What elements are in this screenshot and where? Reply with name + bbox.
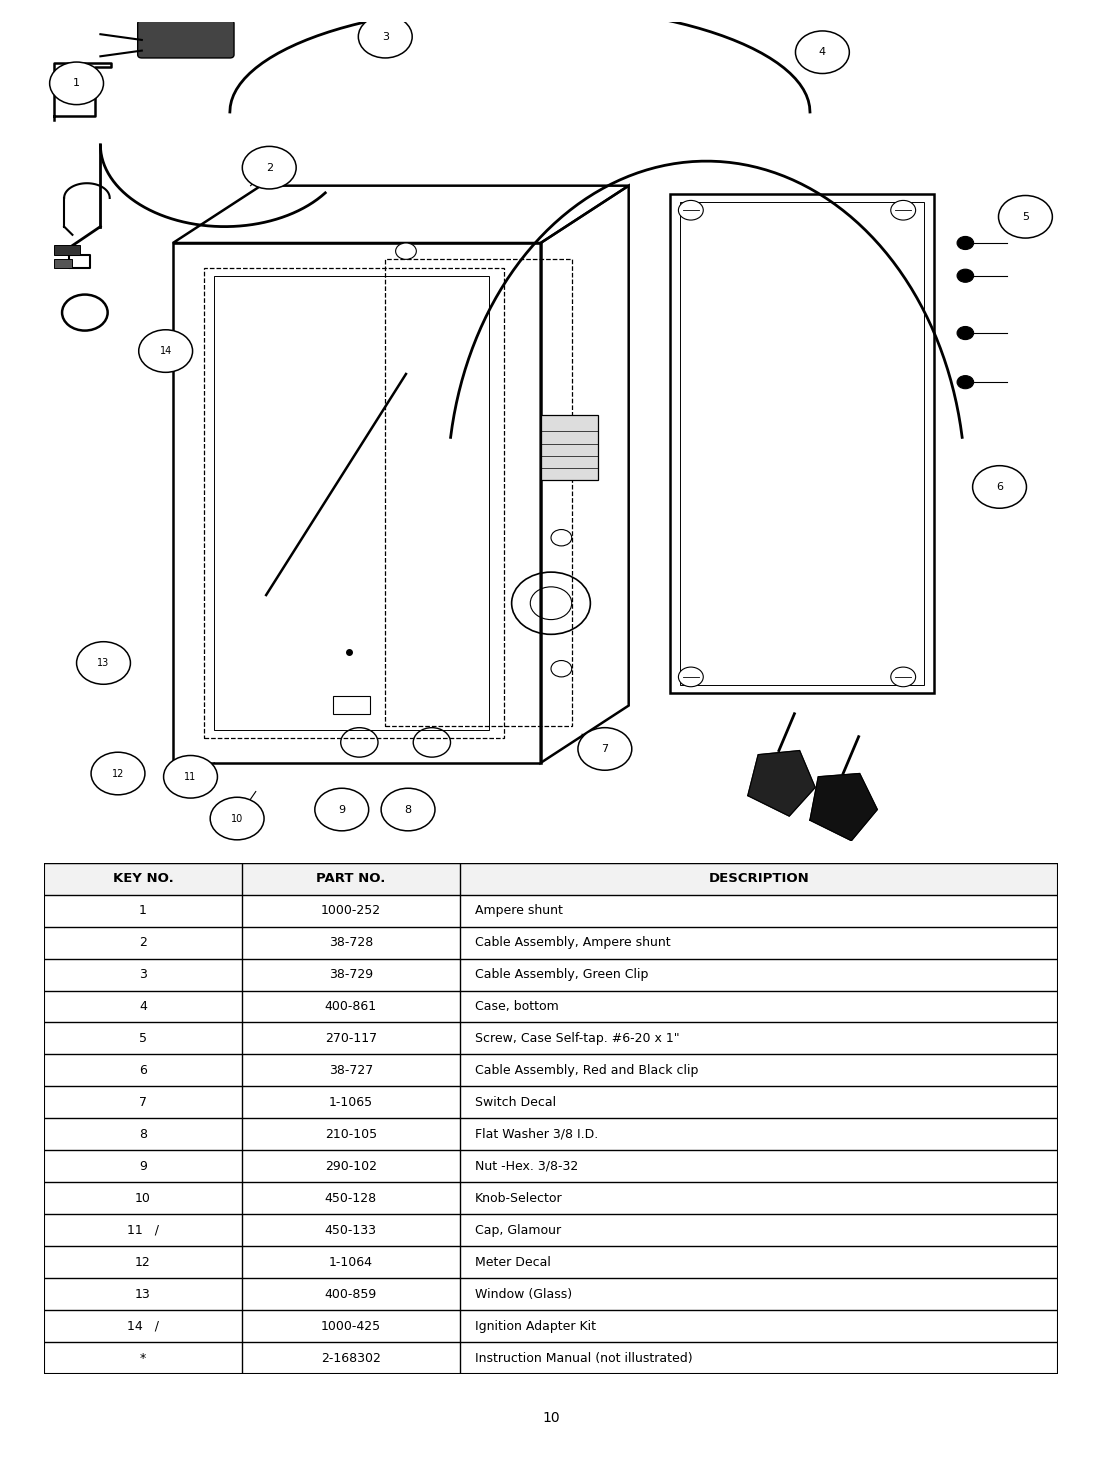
Circle shape [242, 146, 296, 189]
Text: 400-859: 400-859 [325, 1288, 377, 1301]
Text: Screw, Case Self-tap. #6-20 x 1": Screw, Case Self-tap. #6-20 x 1" [475, 1032, 680, 1045]
Text: 3: 3 [381, 32, 389, 41]
Circle shape [551, 661, 572, 677]
Text: 2: 2 [139, 936, 147, 949]
Circle shape [91, 753, 145, 795]
Text: 2-168302: 2-168302 [321, 1352, 380, 1366]
Text: Case, bottom: Case, bottom [475, 1000, 559, 1013]
Text: 7: 7 [139, 1096, 147, 1110]
Text: 1: 1 [139, 904, 147, 917]
Text: 1000-252: 1000-252 [321, 904, 381, 917]
Text: 1: 1 [73, 79, 80, 88]
Text: 6: 6 [139, 1064, 147, 1077]
Text: 14: 14 [160, 346, 172, 357]
Circle shape [973, 466, 1026, 509]
Circle shape [381, 788, 435, 830]
Circle shape [957, 376, 974, 389]
Text: Window (Glass): Window (Glass) [475, 1288, 572, 1301]
Circle shape [957, 326, 974, 339]
Text: 1000-425: 1000-425 [321, 1320, 381, 1333]
Text: 38-727: 38-727 [328, 1064, 372, 1077]
Bar [44, 863, 1058, 895]
Text: 450-128: 450-128 [325, 1192, 377, 1205]
Circle shape [890, 667, 916, 687]
Text: Switch Decal: Switch Decal [475, 1096, 557, 1110]
Text: Cable Assembly, Green Clip: Cable Assembly, Green Clip [475, 968, 648, 981]
Text: 10: 10 [134, 1192, 151, 1205]
Text: Ignition Adapter Kit: Ignition Adapter Kit [475, 1320, 596, 1333]
Circle shape [957, 269, 974, 282]
Text: 12: 12 [136, 1256, 151, 1269]
Circle shape [957, 237, 974, 250]
FancyBboxPatch shape [138, 20, 234, 58]
Circle shape [577, 728, 631, 770]
Circle shape [210, 797, 264, 839]
Circle shape [139, 330, 193, 373]
Text: 2: 2 [266, 162, 273, 173]
Text: Nut -Hex. 3/8-32: Nut -Hex. 3/8-32 [475, 1159, 579, 1173]
Bar [541, 415, 597, 481]
Text: KEY NO.: KEY NO. [112, 871, 173, 885]
Text: 4: 4 [139, 1000, 147, 1013]
Text: 4: 4 [819, 47, 826, 57]
Circle shape [396, 243, 417, 259]
Text: 5: 5 [1022, 212, 1029, 222]
Text: 12: 12 [111, 769, 125, 778]
Circle shape [998, 196, 1052, 238]
Text: 10: 10 [231, 813, 244, 823]
Text: PART NO.: PART NO. [316, 871, 386, 885]
Circle shape [315, 788, 369, 830]
Circle shape [551, 529, 572, 545]
Text: Knob-Selector: Knob-Selector [475, 1192, 563, 1205]
Circle shape [679, 667, 703, 687]
Text: 1-1064: 1-1064 [328, 1256, 372, 1269]
Text: 210-105: 210-105 [325, 1127, 377, 1140]
Text: 5: 5 [139, 1032, 147, 1045]
Text: 8: 8 [139, 1127, 147, 1140]
Circle shape [50, 61, 104, 105]
Text: Instruction Manual (not illustrated): Instruction Manual (not illustrated) [475, 1352, 692, 1366]
Text: 3: 3 [139, 968, 147, 981]
Text: 1-1065: 1-1065 [328, 1096, 372, 1110]
Text: Cable Assembly, Red and Black clip: Cable Assembly, Red and Black clip [475, 1064, 699, 1077]
Text: Meter Decal: Meter Decal [475, 1256, 551, 1269]
Text: 10: 10 [542, 1411, 560, 1425]
Text: 14   /: 14 / [127, 1320, 159, 1333]
Text: 8: 8 [404, 804, 412, 814]
Text: 9: 9 [338, 804, 345, 814]
Text: Cable Assembly, Ampere shunt: Cable Assembly, Ampere shunt [475, 936, 671, 949]
Text: 38-728: 38-728 [328, 936, 372, 949]
Text: 11   /: 11 / [127, 1224, 159, 1237]
Bar [54, 246, 79, 256]
Bar [334, 696, 369, 713]
Text: 9: 9 [139, 1159, 147, 1173]
Text: 13: 13 [97, 658, 109, 668]
Circle shape [163, 756, 217, 798]
Polygon shape [748, 750, 815, 816]
Circle shape [890, 200, 916, 221]
Text: Flat Washer 3/8 I.D.: Flat Washer 3/8 I.D. [475, 1127, 598, 1140]
Circle shape [358, 16, 412, 58]
Text: *: * [140, 1352, 147, 1366]
Text: 11: 11 [184, 772, 196, 782]
Text: 6: 6 [996, 482, 1003, 491]
Text: 270-117: 270-117 [325, 1032, 377, 1045]
Text: Ampere shunt: Ampere shunt [475, 904, 563, 917]
Circle shape [76, 642, 130, 684]
Polygon shape [810, 773, 877, 841]
Text: 7: 7 [602, 744, 608, 754]
Text: DESCRIPTION: DESCRIPTION [709, 871, 809, 885]
Text: Cap, Glamour: Cap, Glamour [475, 1224, 561, 1237]
Bar [54, 259, 73, 268]
Circle shape [796, 31, 850, 73]
Text: 290-102: 290-102 [325, 1159, 377, 1173]
Text: 400-861: 400-861 [325, 1000, 377, 1013]
Circle shape [679, 200, 703, 221]
Text: 13: 13 [136, 1288, 151, 1301]
Text: 450-133: 450-133 [325, 1224, 377, 1237]
Text: 38-729: 38-729 [328, 968, 372, 981]
